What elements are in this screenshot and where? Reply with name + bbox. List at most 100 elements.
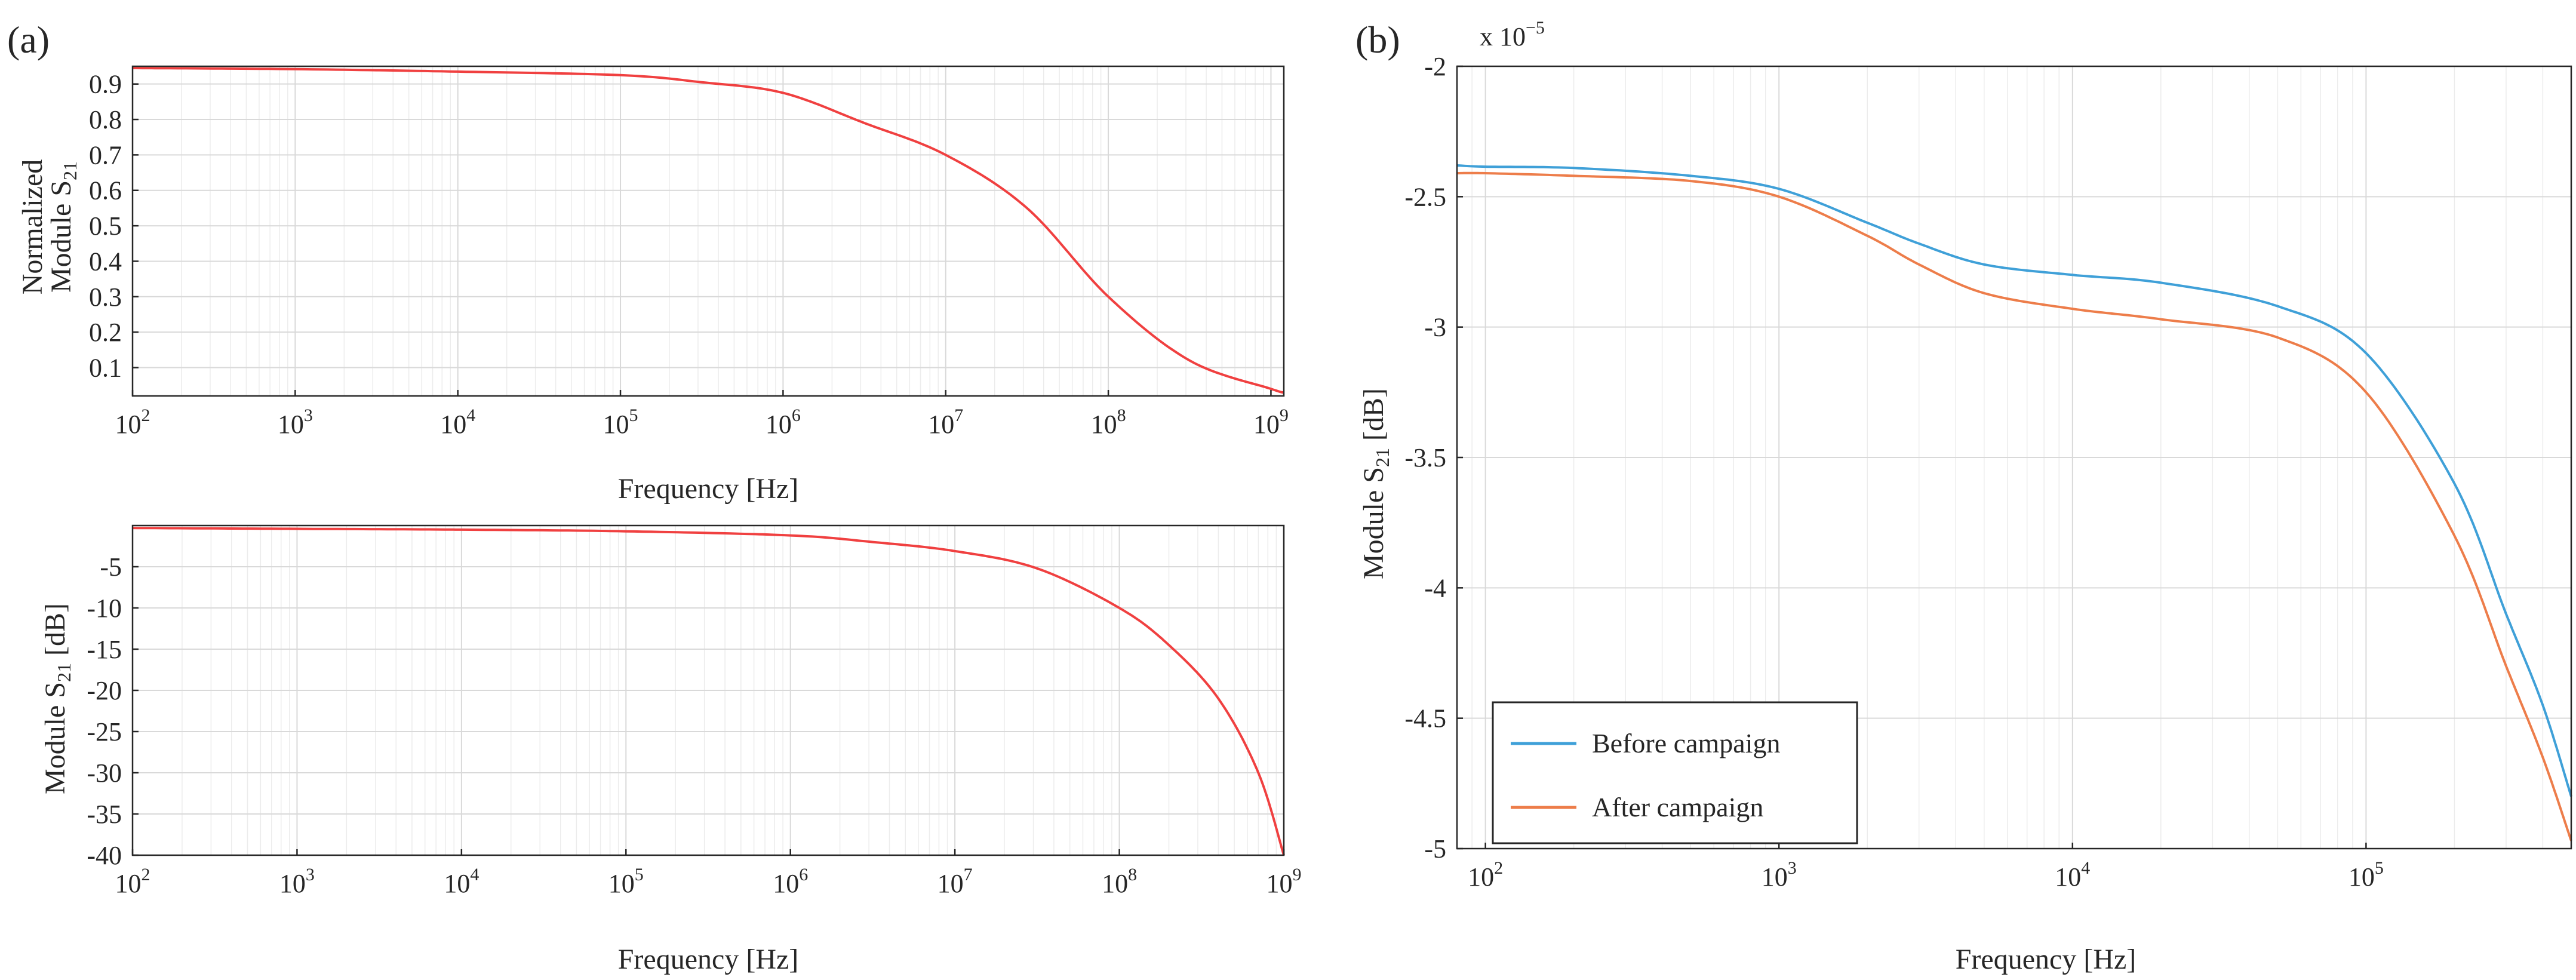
x-tick-label-exponent: 5	[635, 865, 644, 884]
y-tick-label: -4	[1424, 573, 1446, 603]
y-tick-label: -35	[87, 800, 122, 829]
series-line-1	[1456, 164, 2572, 797]
x-tick-label-base: 10	[1267, 869, 1293, 898]
x-tick-label-exponent: 2	[1494, 858, 1503, 878]
x-tick-label-exponent: 5	[629, 405, 638, 425]
x-tick-label-exponent: 8	[1117, 405, 1126, 425]
y-tick-label: -3	[1424, 313, 1446, 342]
y-tick-label: 0.9	[89, 70, 122, 99]
y-axis-title-subscript: 21	[1372, 448, 1393, 467]
x-tick-label: 103	[278, 405, 313, 439]
campaign-comparison-chart: 102 103 104 105-2-2.5-3-3.5-4-4.5-5 x 10−5 …	[1358, 18, 2572, 975]
y-tick-label: -25	[87, 717, 122, 746]
x-tick-label-base: 10	[279, 869, 306, 898]
y-axis-title-unit: [dB]	[39, 603, 71, 663]
x-tick-label-base: 10	[115, 410, 142, 439]
x-tick-label-base: 10	[937, 869, 964, 898]
x-tick-label-base: 10	[1091, 410, 1117, 439]
x-tick-label-base: 10	[1468, 862, 1494, 892]
y-tick-label: 0.4	[89, 247, 122, 276]
y-tick-label: -20	[87, 676, 122, 705]
x-tick-label-exponent: 5	[2375, 858, 2384, 878]
y-tick-label: -3.5	[1404, 443, 1446, 472]
x-tick-label-exponent: 4	[2081, 858, 2090, 878]
series-line-2	[1457, 171, 2572, 841]
x-tick-label-base: 10	[1253, 410, 1280, 439]
x-tick-label-base: 10	[766, 410, 792, 439]
plot-frame	[131, 65, 1285, 397]
y-tick-label: 0.1	[89, 354, 122, 383]
x-tick-label-exponent: 3	[306, 865, 315, 884]
x-tick-label: 102	[1468, 858, 1503, 892]
y-tick-label: -15	[87, 635, 122, 664]
y-axis-title-unit: [dB]	[1358, 388, 1390, 448]
x-tick-label: 103	[1762, 858, 1797, 892]
x-tick-label-base: 10	[444, 869, 470, 898]
x-tick-label-base: 10	[928, 410, 954, 439]
y-tick-label: -5	[100, 552, 122, 582]
x-tick-label-exponent: 7	[964, 865, 973, 884]
x-tick-label-exponent: 8	[1128, 865, 1137, 884]
x-tick-label-exponent: 9	[1293, 865, 1302, 884]
x-axis-title: Frequency [Hz]	[618, 944, 799, 975]
y-tick-label: -2.5	[1404, 182, 1446, 211]
s21-db-chart: 102 103 104 105 106 107 108 109-5-10-15-20-25-3…	[39, 524, 1302, 975]
x-tick-label: 105	[603, 405, 638, 439]
panel-a-label: (a)	[7, 19, 50, 61]
y-tick-label: 0.3	[89, 282, 122, 312]
y-tick-label: -40	[87, 841, 122, 870]
x-tick-label-exponent: 4	[466, 405, 475, 425]
legend-box	[1492, 701, 1858, 844]
y-tick-label: -30	[87, 758, 122, 788]
x-tick-label-base: 10	[440, 410, 466, 439]
y-axis-title: Module S21 [dB]	[39, 603, 75, 794]
y-tick-label: 0.8	[89, 105, 122, 134]
x-tick-label-exponent: 3	[304, 405, 313, 425]
y-multiplier: x 10−5	[1480, 18, 1545, 51]
x-tick-label: 102	[115, 865, 150, 898]
panel-b-label: (b)	[1355, 19, 1400, 61]
x-tick-label-base: 10	[115, 869, 142, 898]
x-tick-label: 109	[1267, 865, 1302, 898]
x-tick-label-exponent: 9	[1280, 405, 1289, 425]
x-tick-label: 104	[440, 405, 475, 439]
series-line-1	[133, 67, 1284, 394]
y-tick-label: -2	[1424, 52, 1446, 81]
x-tick-label-exponent: 3	[1788, 858, 1797, 878]
y-tick-label: -10	[87, 594, 122, 623]
x-axis-title: Frequency [Hz]	[618, 473, 799, 505]
legend-label-after: After campaign	[1592, 792, 1763, 822]
y-multiplier-exponent: −5	[1526, 18, 1545, 38]
normalized-s21-chart: 102 103 104 105 106 107 108 1090.10.20.30.40.50…	[17, 65, 1289, 505]
y-tick-label: 0.5	[89, 211, 122, 241]
x-axis-title: Frequency [Hz]	[1956, 944, 2137, 975]
y-tick-label: 0.2	[89, 318, 122, 347]
x-tick-label-base: 10	[773, 869, 799, 898]
x-tick-label-exponent: 6	[792, 405, 801, 425]
x-tick-label-exponent: 2	[142, 405, 150, 425]
x-tick-label-base: 10	[1762, 862, 1788, 892]
x-tick-label: 105	[608, 865, 644, 898]
x-tick-label: 106	[766, 405, 801, 439]
x-tick-label: 104	[2055, 858, 2090, 892]
x-tick-label-base: 10	[603, 410, 629, 439]
y-multiplier-base: x 10	[1480, 22, 1526, 51]
x-tick-label-exponent: 7	[954, 405, 963, 425]
y-axis-title-main: Module S	[1358, 467, 1390, 579]
x-tick-label: 105	[2348, 858, 2384, 892]
y-axis-title-subscript: 21	[53, 663, 75, 682]
x-tick-label: 107	[928, 405, 963, 439]
x-tick-label: 107	[937, 865, 973, 898]
x-tick-label: 108	[1102, 865, 1137, 898]
legend: Before campaign After campaign	[1492, 701, 1858, 844]
x-tick-label-base: 10	[1102, 869, 1128, 898]
y-tick-label: 0.6	[89, 176, 122, 205]
legend-label-before: Before campaign	[1592, 728, 1780, 758]
x-tick-label-base: 10	[608, 869, 635, 898]
y-axis-title-main: Module S	[39, 682, 71, 794]
x-tick-label: 106	[773, 865, 808, 898]
x-tick-label: 102	[115, 405, 150, 439]
series-line-1	[132, 527, 1285, 856]
y-tick-label: 0.7	[89, 140, 122, 170]
